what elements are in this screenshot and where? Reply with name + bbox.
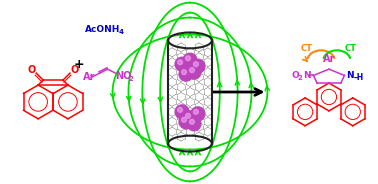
Circle shape <box>189 68 194 73</box>
Circle shape <box>179 115 193 129</box>
Circle shape <box>191 59 205 73</box>
Text: N: N <box>304 71 311 80</box>
Text: Ar: Ar <box>323 54 335 64</box>
Text: NO: NO <box>116 71 132 81</box>
Text: Ar: Ar <box>83 72 95 82</box>
Circle shape <box>179 67 193 81</box>
Text: CT: CT <box>301 44 313 53</box>
Circle shape <box>178 107 183 112</box>
Circle shape <box>194 109 198 114</box>
Circle shape <box>186 113 191 118</box>
Circle shape <box>187 65 201 79</box>
Text: –H: –H <box>353 73 364 82</box>
Polygon shape <box>168 40 212 144</box>
Circle shape <box>187 117 201 131</box>
Circle shape <box>183 53 197 67</box>
Circle shape <box>181 70 186 75</box>
Text: 2: 2 <box>129 76 133 82</box>
Circle shape <box>186 56 191 61</box>
Circle shape <box>183 111 197 125</box>
Circle shape <box>181 117 186 122</box>
Circle shape <box>189 119 194 124</box>
Text: N: N <box>346 71 354 80</box>
Text: +: + <box>74 58 84 71</box>
Text: O: O <box>71 65 79 75</box>
Circle shape <box>175 105 189 119</box>
Text: 2: 2 <box>297 75 302 81</box>
Circle shape <box>175 57 189 71</box>
Circle shape <box>191 107 205 121</box>
Circle shape <box>194 62 198 67</box>
Text: 4: 4 <box>119 29 124 36</box>
Text: O: O <box>291 71 299 80</box>
Text: AcONH: AcONH <box>85 25 120 34</box>
Circle shape <box>178 60 183 65</box>
Text: O: O <box>27 65 35 75</box>
Text: CT: CT <box>345 44 357 53</box>
